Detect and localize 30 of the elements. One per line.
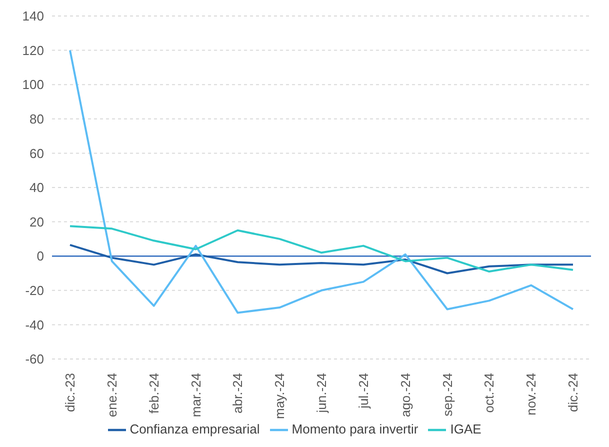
line-series [69,244,574,274]
y-tick-label: 140 [22,8,44,24]
legend-label: IGAE [450,421,482,436]
y-tick-label: 60 [30,146,44,161]
x-tick-label: may.-24 [272,373,288,419]
x-tick-label: ene.-24 [104,373,120,418]
y-tick-label: 40 [30,180,44,196]
y-tick-label: 0 [36,248,44,264]
x-tick-label: jul.-24 [356,373,371,410]
x-tick-label: sep.-24 [440,373,455,416]
legend-label: Confianza empresarial [130,421,260,436]
y-tick-label: -40 [25,317,44,332]
line-series [69,225,574,273]
x-tick-label: oct.-24 [482,373,497,413]
y-tick-label: 80 [30,112,44,127]
x-tick-label: dic.-24 [566,373,580,412]
x-tick-label: abr.-24 [230,373,246,414]
x-tick-label: ago.-24 [398,373,413,418]
y-tick-label: -20 [25,283,44,298]
x-tick-label: dic.-23 [62,373,78,412]
line-series [69,49,574,314]
legend-label: Momento para invertir [292,421,418,436]
y-tick-label: 120 [22,42,44,58]
x-tick-label: jun.-24 [314,373,329,414]
y-tick-label: 100 [22,77,44,92]
y-tick-label: -60 [25,352,44,367]
x-tick-label: feb.-24 [146,373,162,414]
y-tick-label: 20 [30,214,44,230]
x-tick-label: mar.-24 [188,373,204,418]
x-tick-label: nov.-24 [524,373,539,416]
